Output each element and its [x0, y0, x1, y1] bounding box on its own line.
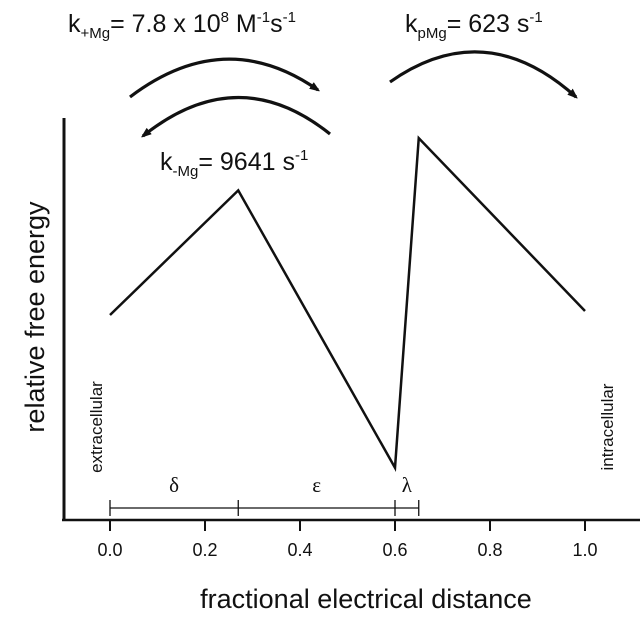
- energy-profile-line: [109, 135, 586, 472]
- x-tick-label: 0.4: [287, 540, 312, 560]
- x-tick-label: 0.0: [97, 540, 122, 560]
- x-tick-label: 0.8: [477, 540, 502, 560]
- k-minus-label: k-Mg= 9641 s-1: [160, 147, 308, 180]
- permeation-arrow: [389, 50, 576, 97]
- x-tick-label: 0.2: [192, 540, 217, 560]
- x-axis-ticks: [109, 520, 586, 531]
- distance-symbol-label: δ: [169, 473, 179, 497]
- x-axis-label: fractional electrical distance: [200, 584, 532, 614]
- intracellular-label: intracellular: [598, 383, 617, 470]
- y-axis-label: relative free energy: [20, 201, 50, 433]
- forward-binding-arrow: [129, 57, 318, 99]
- x-tick-label: 0.6: [382, 540, 407, 560]
- extracellular-label: extracellular: [87, 381, 106, 473]
- distance-symbol-label: ε: [312, 473, 321, 497]
- x-axis-tick-labels: 0.0 0.2 0.4 0.6 0.8 1.0: [97, 540, 597, 560]
- k-plus-label: k+Mg= 7.8 x 108 M-1s-1: [68, 9, 296, 42]
- distance-symbol-label: λ: [402, 473, 413, 497]
- x-tick-label: 1.0: [572, 540, 597, 560]
- k-p-label: kpMg= 623 s-1: [405, 9, 543, 42]
- unbinding-arrow: [143, 96, 332, 136]
